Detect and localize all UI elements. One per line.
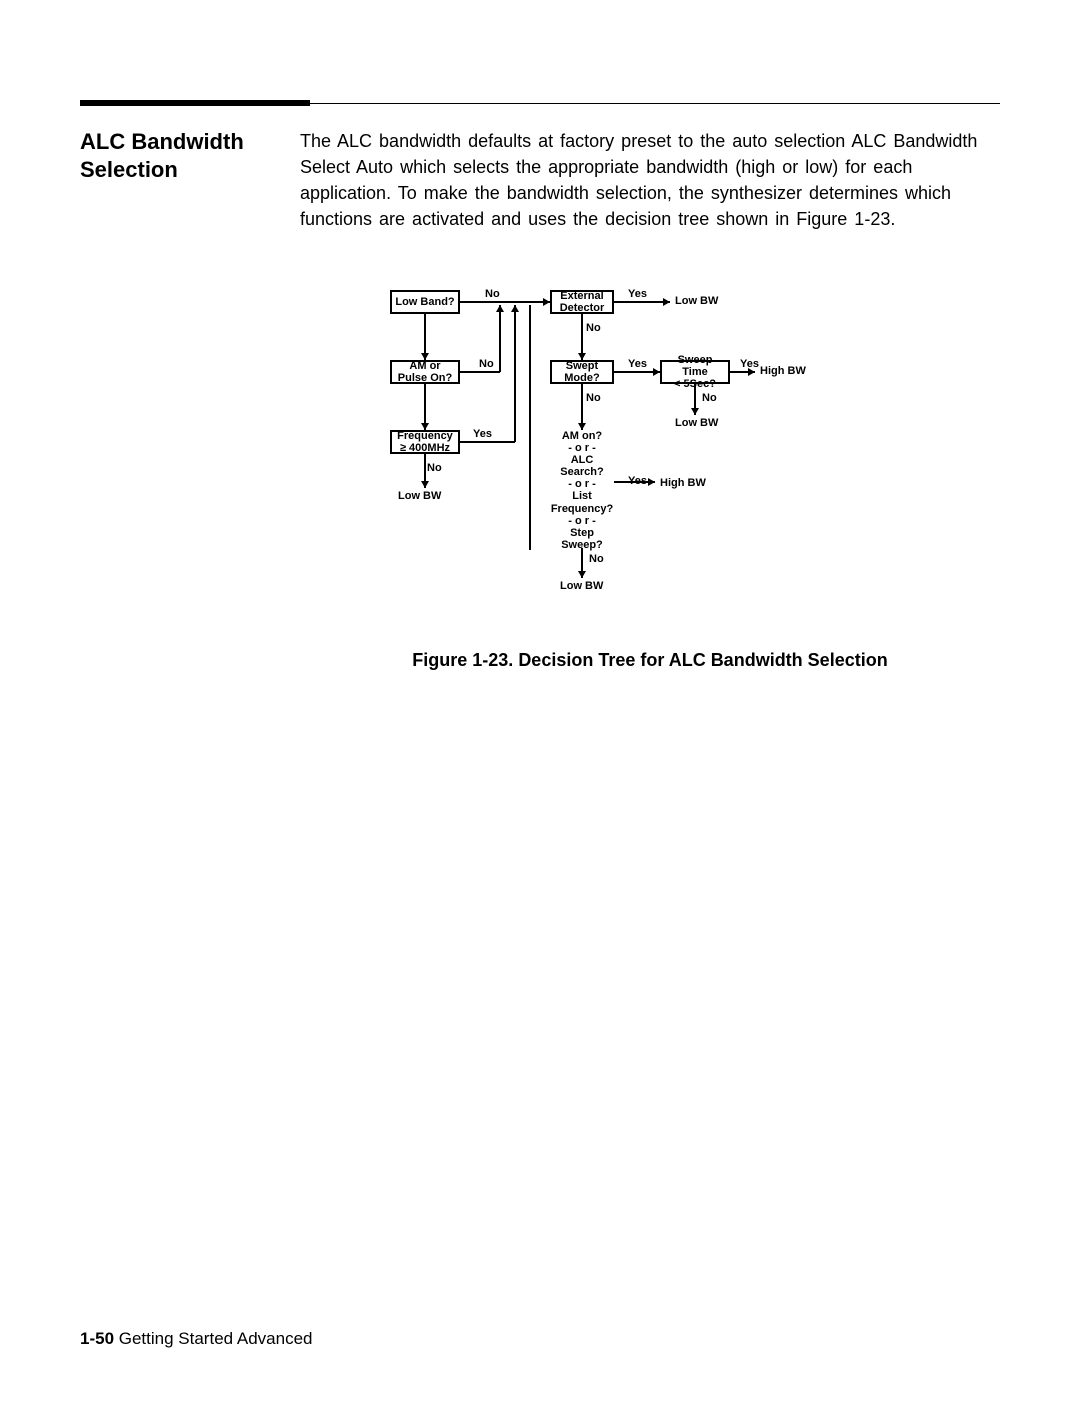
terminal-high_bw_1: High BW xyxy=(760,365,806,377)
edge-label-no2: No xyxy=(479,358,494,370)
flow-node-sweep_time: Sweep Time< 5Sec? xyxy=(660,360,730,384)
terminal-low_bw_4: Low BW xyxy=(560,580,603,592)
edge-label-no4: No xyxy=(586,392,601,404)
rule-thin xyxy=(310,103,1000,104)
edge-label-yes4: Yes xyxy=(473,428,492,440)
terminal-low_bw_2: Low BW xyxy=(675,417,718,429)
edge-label-yes1: Yes xyxy=(628,288,647,300)
section-heading: ALC Bandwidth Selection xyxy=(80,128,280,183)
rule-thick xyxy=(80,100,310,106)
diagram-overlay: Low Band? AM orPulse On? Frequency≥ 400MHz… xyxy=(370,290,830,620)
edge-label-yes3: Yes xyxy=(740,358,759,370)
terminal-low_bw_3: Low BW xyxy=(398,490,441,502)
edge-label-no6: No xyxy=(427,462,442,474)
edge-label-yes5: Yes xyxy=(628,475,647,487)
flow-node-freq: Frequency≥ 400MHz xyxy=(390,430,460,454)
edge-label-yes2: Yes xyxy=(628,358,647,370)
edge-label-no1: No xyxy=(485,288,500,300)
terminal-high_bw_2: High BW xyxy=(660,477,706,489)
edge-label-no7: No xyxy=(589,553,604,565)
decision-tree-diagram: Low Band? AM orPulse On? Frequency≥ 400MHz… xyxy=(370,290,830,620)
body-paragraph: The ALC bandwidth defaults at factory pr… xyxy=(300,128,1000,232)
edge-label-no3: No xyxy=(586,322,601,334)
flow-node-multi-cond: AM on?- o r -ALCSearch?- o r -ListFreque… xyxy=(550,430,614,551)
flow-node-swept: SweptMode? xyxy=(550,360,614,384)
figure-caption: Figure 1-23. Decision Tree for ALC Bandw… xyxy=(300,650,1000,671)
page-number: 1-50 xyxy=(80,1329,114,1348)
page-footer: 1-50 Getting Started Advanced xyxy=(80,1329,313,1349)
flow-node-low_band: Low Band? xyxy=(390,290,460,314)
footer-text: Getting Started Advanced xyxy=(114,1329,312,1348)
terminal-low_bw_1: Low BW xyxy=(675,295,718,307)
edge-label-no5: No xyxy=(702,392,717,404)
flow-node-ext_det: ExternalDetector xyxy=(550,290,614,314)
flow-node-am_pulse: AM orPulse On? xyxy=(390,360,460,384)
